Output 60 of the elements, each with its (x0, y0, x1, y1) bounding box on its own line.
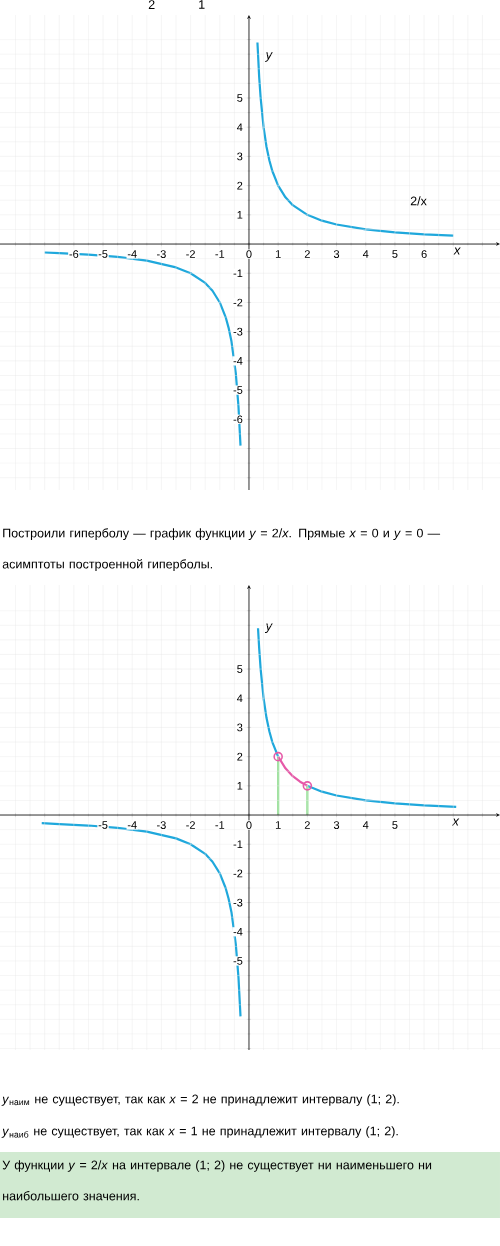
y-tick-label: -2 (233, 869, 243, 878)
y-tick-label: -3 (233, 327, 243, 336)
x-tick-label: 3 (333, 250, 340, 258)
y-tick-label: 5 (237, 665, 243, 673)
x-tick-label: -1 (215, 821, 225, 829)
x-tick-label: 6 (421, 250, 427, 258)
x-tick-label: 4 (362, 821, 369, 829)
x-tick-label: -4 (127, 821, 137, 829)
x-tick-label: 3 (333, 821, 340, 829)
x-tick-label: 1 (275, 821, 281, 829)
text: y$_{наиб}$ не существует, так как x = 1 не принадлежит интервалу (1; 2). (1, 1126, 398, 1138)
x-axis-title: x (453, 247, 461, 255)
x-tick-label: -5 (98, 250, 108, 258)
y-tick-label: -2 (233, 298, 243, 307)
text: 2 (148, 0, 155, 9)
y-tick-label: -5 (233, 957, 243, 965)
x-tick-label: -2 (186, 250, 195, 258)
line-series (277, 755, 309, 787)
x-tick-label: -3 (157, 250, 166, 258)
x-tick-label: 5 (392, 821, 398, 829)
x-tick-label: 2 (304, 821, 310, 829)
y-tick-label: 1 (237, 211, 243, 219)
y-tick-label: 3 (237, 723, 243, 732)
x-axis-title: x (451, 818, 460, 826)
x-tick-label: 2 (304, 250, 310, 258)
text: y$_{наим}$ не существует, так как x = 2 не принадлежит интервалу (1; 2). (1, 1094, 399, 1106)
y-tick-label: -5 (233, 386, 243, 394)
x-tick-label: -1 (215, 250, 225, 258)
text: 1 (199, 0, 205, 9)
y-tick-label: -1 (233, 840, 243, 848)
x-tick-label: -2 (186, 821, 195, 829)
y-tick-label: 2 (237, 181, 243, 190)
x-tick-label: -5 (98, 821, 108, 829)
y-tick-label: -1 (233, 269, 243, 278)
x-tick-label: 0 (246, 821, 252, 829)
y-tick-label: 4 (236, 123, 243, 131)
line-series (40, 822, 242, 1018)
y-tick-label: -6 (233, 415, 243, 424)
x-tick-label: -6 (69, 250, 79, 258)
x-tick-label: 4 (362, 250, 369, 258)
line-series (43, 251, 242, 447)
y-axis-title: y (264, 52, 273, 62)
y-tick-label: -3 (233, 898, 243, 907)
y-tick-label: -4 (233, 928, 243, 936)
x-tick-label: -4 (127, 250, 137, 258)
x-tick-label: -3 (157, 821, 166, 829)
y-tick-label: 5 (237, 94, 243, 102)
y-tick-label: -4 (233, 357, 243, 365)
y-tick-label: 4 (236, 694, 243, 703)
y-tick-label: 1 (237, 782, 243, 790)
x-tick-label: 1 (275, 250, 281, 258)
x-tick-label: 0 (246, 250, 252, 258)
text: У функции y = 2/x на интервале (1; 2) не существует ни наименьшего ни наибольшего значения. (2, 1160, 432, 1201)
y-axis-title: y (264, 623, 273, 633)
y-tick-label: 3 (237, 152, 243, 161)
line-series (256, 41, 455, 237)
y-tick-label: 2 (237, 752, 243, 761)
x-tick-label: 5 (392, 250, 398, 258)
text: Построили гиперболу — график функции y = 2/x. Прямые x = 0 и y = 0 — асимптоты построенной гиперболы. (2, 528, 441, 571)
annotation: 2/x (410, 196, 427, 206)
